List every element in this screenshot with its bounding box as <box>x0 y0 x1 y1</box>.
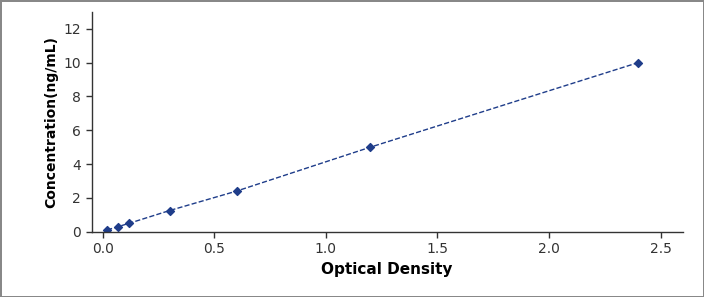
Point <box>113 224 124 229</box>
Point <box>124 221 135 226</box>
Point <box>164 208 175 213</box>
Point <box>231 189 242 193</box>
Point <box>633 60 644 65</box>
Point <box>365 145 376 149</box>
Point <box>101 228 113 232</box>
Y-axis label: Concentration(ng/mL): Concentration(ng/mL) <box>44 36 58 208</box>
X-axis label: Optical Density: Optical Density <box>322 262 453 277</box>
